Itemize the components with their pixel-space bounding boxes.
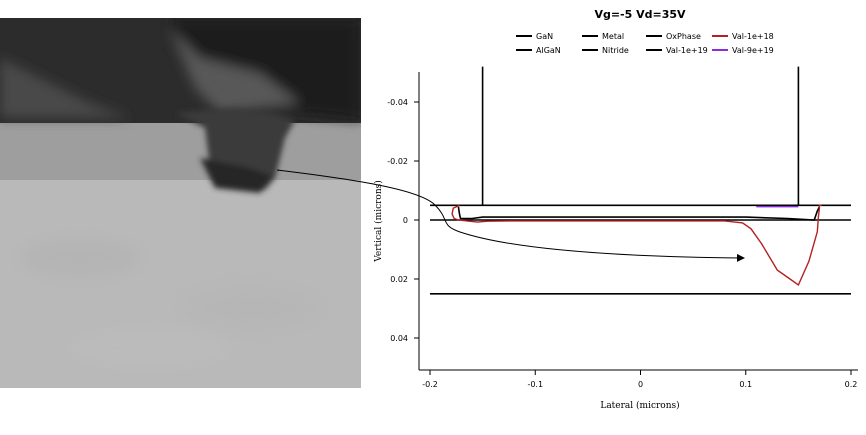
legend-label: Val-1e+19 — [666, 46, 708, 55]
x-tick-label: -0.1 — [527, 380, 543, 389]
x-tick-label: -0.2 — [422, 380, 438, 389]
y-tick-label: 0.02 — [390, 275, 408, 284]
x-ticks: -0.2 -0.1 0 0.1 0.2 — [422, 370, 857, 389]
legend-label: Metal — [602, 32, 624, 41]
y-tick-label: -0.04 — [387, 98, 408, 107]
y-axis-label: Vertical (microns) — [373, 180, 384, 263]
series-metal — [481, 66, 800, 206]
y-tick-label: -0.02 — [387, 157, 408, 166]
y-tick-label: 0.04 — [390, 334, 408, 343]
legend: GaN Metal OxPhase Val-1e+18 AlGaN Nitride Val-… — [516, 32, 774, 55]
x-axis-label: Lateral (microns) — [600, 400, 679, 411]
x-tick-label: 0 — [638, 380, 643, 389]
series-val-1e-18 — [451, 204, 822, 286]
annotation-arrow — [276, 169, 745, 262]
legend-label: Nitride — [602, 46, 629, 55]
series-line — [457, 206, 821, 221]
legend-label: Val-9e+19 — [732, 46, 774, 55]
y-tick-label: 0 — [403, 216, 408, 225]
series-line — [451, 204, 822, 286]
y-ticks: -0.04 -0.02 0 0.02 0.04 — [387, 98, 419, 343]
series-algan — [430, 204, 851, 221]
legend-label: GaN — [536, 32, 553, 41]
x-tick-label: 0.2 — [845, 380, 858, 389]
legend-label: Val-1e+18 — [732, 32, 774, 41]
cross-section-micrograph — [0, 18, 361, 388]
plot-axes: -0.2 -0.1 0 0.1 0.2 -0.04 -0.02 0 0.02 0.04 — [387, 72, 858, 389]
series-val-1e-19 — [457, 206, 821, 221]
series-layer — [430, 66, 851, 295]
legend-label: OxPhase — [666, 32, 701, 41]
x-tick-label: 0.1 — [739, 380, 752, 389]
legend-label: AlGaN — [536, 46, 561, 55]
chart-title: Vg=-5 Vd=35V — [594, 8, 686, 21]
